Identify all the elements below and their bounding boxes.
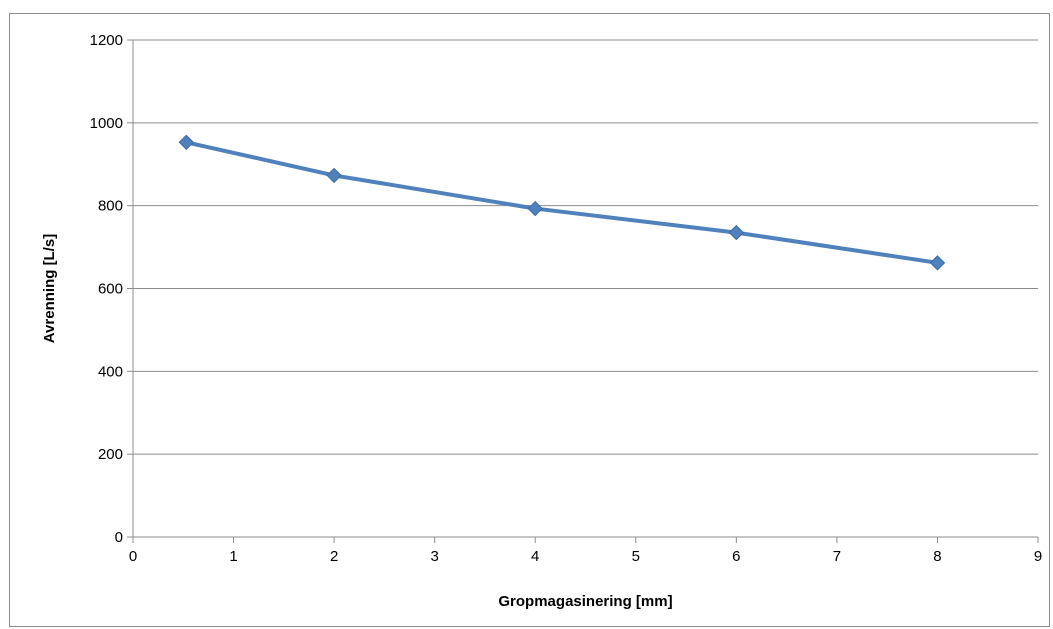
- y-axis-title: Avrenning [L/s]: [41, 234, 58, 343]
- x-tick-label-0: 0: [129, 548, 137, 565]
- series-0-point-1: [326, 167, 342, 184]
- series-0-point-3: [728, 224, 745, 241]
- series-0-segment-2: [533, 206, 739, 235]
- series-0-point-4: [929, 255, 946, 271]
- y-tick-label-600: 600: [98, 281, 123, 298]
- chart-frame: [9, 13, 1050, 627]
- y-tick-label-1000: 1000: [90, 115, 123, 132]
- y-tick-label-0: 0: [115, 529, 123, 546]
- y-tick-label-200: 200: [98, 446, 123, 463]
- axes: [127, 39, 1039, 543]
- y-tick-label-1200: 1200: [90, 32, 123, 49]
- x-tick-label-5: 5: [632, 548, 640, 565]
- x-tick-label-4: 4: [531, 548, 539, 565]
- tick-labels: 0 200 400 600 800 1000 1200 0 1 2 3 4 5 6 7 8 9: [90, 32, 1043, 565]
- series: [178, 134, 946, 271]
- x-tick-label-3: 3: [430, 548, 438, 565]
- series-0-point-2: [527, 200, 543, 217]
- series-0-segment-0: [184, 140, 337, 178]
- x-tick-label-6: 6: [732, 548, 740, 565]
- x-tick-label-9: 9: [1034, 548, 1042, 565]
- series-0-segment-1: [332, 173, 538, 211]
- y-tick-label-800: 800: [98, 198, 123, 215]
- x-tick-label-1: 1: [229, 548, 237, 565]
- gridlines: [133, 39, 1038, 455]
- x-axis-title: Gropmagasinering [mm]: [498, 593, 672, 610]
- x-tick-label-2: 2: [330, 548, 338, 565]
- series-0-segment-3: [734, 230, 940, 265]
- x-tick-label-8: 8: [933, 548, 941, 565]
- series-0-point-0: [178, 134, 195, 151]
- y-tick-label-400: 400: [98, 363, 123, 380]
- x-tick-label-7: 7: [833, 548, 841, 565]
